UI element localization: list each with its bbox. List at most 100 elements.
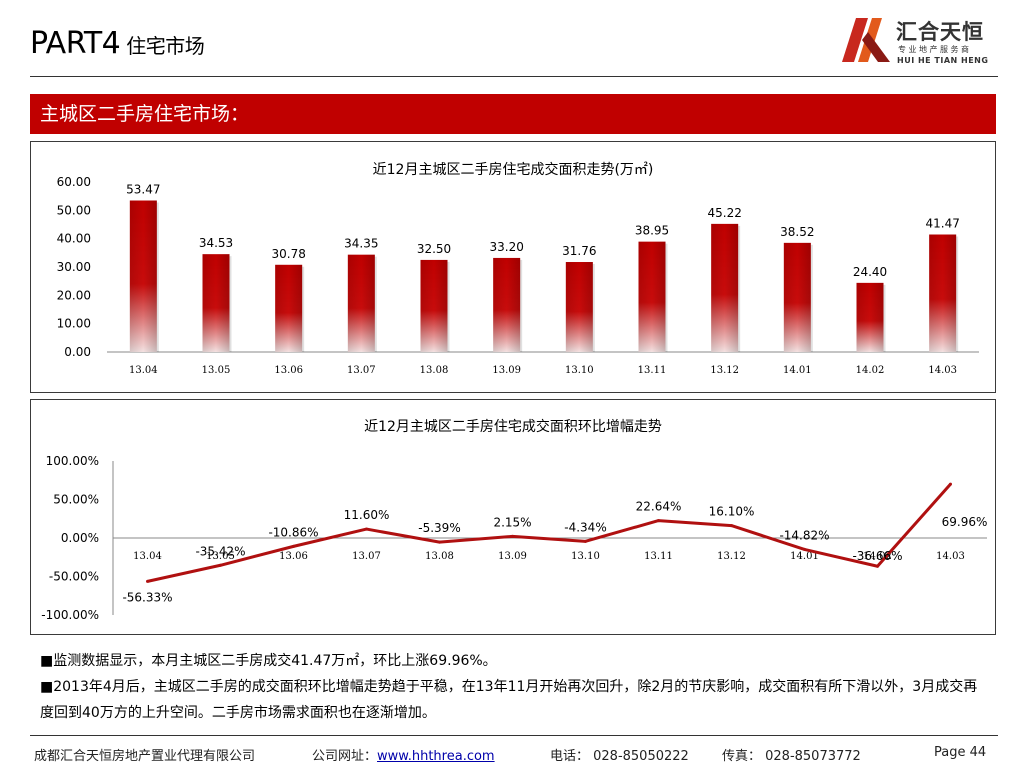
x-tick-label: 13.06 — [274, 365, 303, 376]
bar-shading — [347, 254, 375, 352]
footer-divider — [30, 735, 998, 736]
footer-site: 公司网址：www.hhthrea.com — [312, 745, 495, 764]
bar-data-label: 38.95 — [635, 224, 669, 238]
logo-text-cn: 汇合天恒 — [896, 20, 984, 44]
note-1: ■监测数据显示，本月主城区二手房成交41.47万㎡，环比上涨69.96%。 — [40, 653, 497, 669]
data-point — [657, 519, 660, 523]
footer-fax: 传真： 028-85073772 — [722, 749, 861, 764]
bar-data-label: 41.47 — [925, 217, 959, 231]
bar-data-label: 32.50 — [417, 242, 451, 256]
x-tick-label: 13.04 — [133, 551, 162, 562]
y-tick-label: 50.00% — [53, 493, 99, 507]
x-tick-label: 13.11 — [644, 551, 673, 562]
bar-shading — [638, 241, 666, 352]
x-tick-label: 13.12 — [717, 551, 746, 562]
data-point — [584, 539, 587, 543]
bar-shading — [783, 242, 811, 352]
x-tick-label: 13.09 — [492, 365, 521, 376]
y-tick-label: 50.00 — [57, 203, 91, 217]
x-tick-label: 13.06 — [279, 551, 308, 562]
bar-shading — [929, 234, 957, 352]
x-tick-label: 13.08 — [420, 365, 449, 376]
point-data-label: -14.82% — [779, 528, 829, 542]
logo-tagline: 专业地产服务商 — [898, 45, 972, 54]
header-divider — [30, 76, 998, 77]
point-data-label: 16.10% — [709, 505, 755, 519]
point-data-label: -5.39% — [418, 521, 460, 535]
bar-shading — [275, 264, 303, 352]
point-data-label: 11.60% — [344, 508, 390, 522]
point-data-label: -36.66% — [852, 549, 902, 563]
point-data-label: -56.33% — [122, 590, 172, 604]
bar-data-label: 33.20 — [489, 240, 523, 254]
website-link[interactable]: www.hhthrea.com — [377, 749, 495, 764]
bar-data-label: 45.22 — [707, 206, 741, 220]
bar-shading — [711, 223, 739, 352]
bar-shading — [565, 262, 593, 352]
chart-title: 近12月主城区二手房住宅成交面积环比增幅走势 — [364, 418, 662, 435]
y-tick-label: 20.00 — [57, 288, 91, 302]
area-bar-chart: 近12月主城区二手房住宅成交面积走势(万㎡) 0.00 10.00 20.00 30.0… — [57, 161, 979, 376]
y-tick-label: -100.00% — [41, 608, 99, 622]
bar-data-label: 34.35 — [344, 237, 378, 251]
note-2: ■2013年4月后，主城区二手房的成交面积环比增幅走势趋于平稳，在13年11月开… — [40, 679, 978, 721]
growth-line-chart: 近12月主城区二手房住宅成交面积环比增幅走势 -100.00% -50.00% 0.0… — [41, 418, 987, 622]
y-tick-label: 0.00 — [64, 345, 91, 359]
point-data-label: -35.42% — [195, 544, 245, 558]
x-tick-label: 14.03 — [928, 365, 957, 376]
section-banner: 主城区二手房住宅市场： — [30, 94, 996, 134]
data-point — [949, 482, 952, 486]
data-point — [803, 547, 806, 551]
x-tick-label: 13.07 — [347, 365, 376, 376]
company-logo: 汇合天恒 专业地产服务商 HUI HE TIAN HENG — [838, 14, 998, 70]
bar-data-label: 30.78 — [271, 247, 305, 261]
x-tick-label: 13.07 — [352, 551, 381, 562]
bar-shading — [856, 282, 884, 352]
bar-chart-panel: 近12月主城区二手房住宅成交面积走势(万㎡) 0.00 10.00 20.00 30.0… — [30, 141, 996, 393]
bar-shading — [420, 259, 448, 352]
logo-mark-icon — [842, 18, 890, 62]
x-tick-label: 14.01 — [790, 551, 819, 562]
y-tick-label: 60.00 — [57, 175, 91, 189]
bar-shading — [202, 254, 230, 352]
x-tick-label: 14.02 — [856, 365, 885, 376]
x-tick-label: 13.08 — [425, 551, 454, 562]
y-tick-label: 0.00% — [61, 531, 99, 545]
part-label: PART4 — [30, 26, 121, 61]
page-title: PART4 住宅市场 — [30, 26, 205, 61]
bar-shading — [493, 257, 521, 352]
y-tick-label: -50.00% — [49, 570, 99, 584]
data-point — [876, 564, 879, 568]
x-tick-label: 13.04 — [129, 365, 158, 376]
bar-data-label: 53.47 — [126, 183, 160, 197]
section-label: 住宅市场 — [126, 34, 205, 58]
y-tick-label: 100.00% — [46, 454, 99, 468]
point-data-label: -10.86% — [268, 525, 318, 539]
x-tick-label: 13.10 — [571, 551, 600, 562]
data-point — [730, 524, 733, 528]
data-point — [292, 544, 295, 548]
y-tick-label: 40.00 — [57, 232, 91, 246]
x-tick-label: 14.02 — [863, 551, 892, 562]
bar-data-label: 31.76 — [562, 244, 596, 258]
point-data-label: 22.64% — [636, 500, 682, 514]
data-point — [146, 579, 149, 583]
x-tick-label: 13.05 — [206, 551, 235, 562]
footer-phone: 电话： 028-85050222 — [550, 749, 689, 764]
chart-title: 近12月主城区二手房住宅成交面积走势(万㎡) — [373, 161, 654, 178]
x-tick-label: 13.12 — [710, 365, 739, 376]
logo-text-en: HUI HE TIAN HENG — [897, 56, 989, 65]
x-tick-label: 13.10 — [565, 365, 594, 376]
bar-data-label: 38.52 — [780, 225, 814, 239]
page-number: Page 44 — [934, 745, 987, 760]
x-tick-label: 14.03 — [936, 551, 965, 562]
bar-data-label: 24.40 — [853, 265, 887, 279]
y-tick-label: 10.00 — [57, 317, 91, 331]
x-tick-label: 13.11 — [638, 365, 667, 376]
series-line — [147, 483, 952, 583]
x-tick-label: 13.05 — [202, 365, 231, 376]
bar-data-label: 34.53 — [199, 236, 233, 250]
point-data-label: 2.15% — [493, 515, 531, 529]
line-chart-panel: 近12月主城区二手房住宅成交面积环比增幅走势 -100.00% -50.00% 0.0… — [30, 399, 996, 635]
data-point — [438, 540, 441, 544]
